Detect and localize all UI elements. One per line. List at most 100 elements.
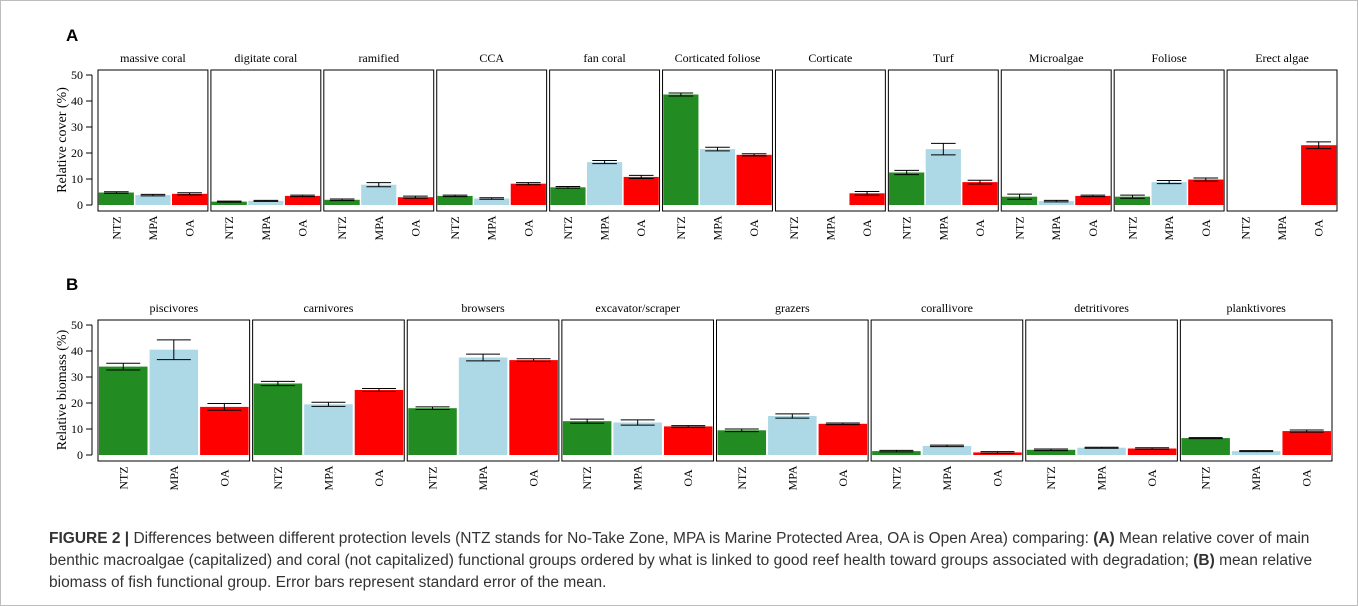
x-tick-label-ntz: NTZ bbox=[900, 216, 914, 239]
bar-oa bbox=[1282, 431, 1331, 455]
facet-grazers: grazers NTZ MPA OA bbox=[716, 301, 869, 490]
x-tick-label-mpa: MPA bbox=[711, 215, 725, 240]
x-tick-label-mpa: MPA bbox=[598, 215, 612, 240]
caption-text-1: Differences between different protection… bbox=[129, 530, 1094, 547]
bar-ntz bbox=[872, 451, 921, 455]
facet-title: piscivores bbox=[149, 301, 198, 315]
facet-frame bbox=[774, 69, 886, 212]
y-tick-label: 40 bbox=[71, 344, 83, 358]
bar-mpa bbox=[922, 445, 972, 455]
facet-frame bbox=[436, 69, 548, 212]
bar-oa bbox=[1075, 195, 1111, 205]
facet-title: digitate coral bbox=[234, 51, 298, 65]
x-tick-label-ntz: NTZ bbox=[1238, 216, 1252, 239]
facet-title: excavator/scraper bbox=[595, 301, 680, 315]
x-tick-label-oa: OA bbox=[1300, 469, 1314, 487]
x-tick-label-oa: OA bbox=[527, 469, 541, 487]
facet-digitate-coral: digitate coral NTZ MPA OA bbox=[210, 51, 322, 240]
bar-oa bbox=[962, 182, 998, 205]
facet-frame bbox=[1226, 69, 1338, 212]
bar-ntz bbox=[437, 195, 473, 205]
facet-title: Corticate bbox=[808, 51, 852, 65]
facet-massive-coral: massive coral NTZ MPA OA bbox=[97, 51, 209, 240]
y-tick-label: 50 bbox=[71, 318, 83, 332]
y-tick-label: 10 bbox=[71, 172, 83, 186]
bar-oa bbox=[397, 197, 433, 205]
facet-title: planktivores bbox=[1227, 301, 1287, 315]
x-tick-label-mpa: MPA bbox=[146, 215, 160, 240]
x-tick-label-mpa: MPA bbox=[1049, 215, 1063, 240]
x-tick-label-mpa: MPA bbox=[1162, 215, 1176, 240]
facet-title: Erect algae bbox=[1255, 51, 1309, 65]
bar-ntz bbox=[717, 430, 767, 455]
bar-ntz bbox=[253, 383, 303, 455]
x-tick-label-oa: OA bbox=[1086, 219, 1100, 237]
x-tick-label-ntz: NTZ bbox=[1013, 216, 1027, 239]
facet-title: detritivores bbox=[1074, 301, 1129, 315]
x-tick-label-ntz: NTZ bbox=[448, 216, 462, 239]
bar-oa bbox=[849, 193, 885, 205]
bar-ntz bbox=[1002, 196, 1038, 205]
bar-ntz bbox=[663, 94, 699, 205]
facet-frame bbox=[1179, 319, 1333, 462]
x-tick-label-mpa: MPA bbox=[259, 215, 273, 240]
caption-text-3: mean relative biomass of fish functional… bbox=[49, 552, 1313, 591]
x-tick-label-mpa: MPA bbox=[631, 465, 645, 490]
facet-title: massive coral bbox=[120, 51, 186, 65]
y-tick-label: 0 bbox=[77, 448, 83, 462]
x-tick-label-oa: OA bbox=[1199, 219, 1213, 237]
bar-ntz bbox=[550, 187, 586, 205]
bar-ntz bbox=[98, 192, 134, 205]
bar-mpa bbox=[248, 200, 284, 205]
facet-microalgae: Microalgae NTZ MPA OA bbox=[1000, 51, 1112, 240]
bar-oa bbox=[172, 193, 208, 205]
bar-oa bbox=[354, 390, 404, 455]
facet-frame bbox=[870, 319, 1024, 462]
bar-mpa bbox=[768, 416, 817, 455]
bar-oa bbox=[1188, 179, 1224, 205]
bar-mpa bbox=[304, 404, 353, 455]
x-tick-label-ntz: NTZ bbox=[787, 216, 801, 239]
x-tick-label-mpa: MPA bbox=[372, 215, 386, 240]
x-tick-label-ntz: NTZ bbox=[271, 466, 285, 489]
x-tick-label-ntz: NTZ bbox=[889, 466, 903, 489]
facet-piscivores: piscivores NTZ MPA OA bbox=[97, 301, 251, 490]
bar-mpa bbox=[361, 184, 397, 205]
y-axis-title: Relative cover (%) bbox=[55, 87, 70, 193]
bar-oa bbox=[1127, 448, 1177, 455]
facet-title: carnivores bbox=[303, 301, 353, 315]
x-tick-label-ntz: NTZ bbox=[335, 216, 349, 239]
caption-lead: FIGURE 2 | bbox=[49, 530, 130, 547]
bar-mpa bbox=[1231, 451, 1281, 455]
facet-frame bbox=[561, 319, 714, 462]
bar-oa bbox=[973, 452, 1022, 455]
x-tick-label-oa: OA bbox=[372, 469, 386, 487]
facet-foliose: Foliose NTZ MPA OA bbox=[1113, 51, 1225, 240]
caption-label-b: (B) bbox=[1193, 552, 1215, 569]
x-tick-label-oa: OA bbox=[1312, 219, 1326, 237]
x-tick-label-ntz: NTZ bbox=[580, 466, 594, 489]
bar-ntz bbox=[408, 408, 457, 455]
bar-oa bbox=[284, 195, 321, 205]
bar-oa bbox=[509, 360, 558, 455]
x-tick-label-oa: OA bbox=[973, 219, 987, 237]
facet-title: Turf bbox=[933, 51, 954, 65]
x-tick-label-ntz: NTZ bbox=[426, 466, 440, 489]
x-tick-label-ntz: NTZ bbox=[674, 216, 688, 239]
facet-detritivores: detritivores NTZ MPA OA bbox=[1025, 301, 1178, 490]
facet-frame bbox=[252, 319, 405, 462]
facet-title: CCA bbox=[479, 51, 504, 65]
bar-oa bbox=[200, 406, 249, 455]
bar-mpa bbox=[699, 149, 736, 205]
facet-frame bbox=[97, 319, 251, 462]
bar-oa bbox=[663, 426, 713, 455]
facet-frame bbox=[323, 69, 435, 212]
bar-ntz bbox=[211, 201, 247, 205]
x-tick-label-oa: OA bbox=[747, 219, 761, 237]
x-tick-label-oa: OA bbox=[183, 219, 197, 237]
x-tick-label-oa: OA bbox=[860, 219, 874, 237]
x-tick-label-oa: OA bbox=[634, 219, 648, 237]
x-tick-label-oa: OA bbox=[296, 219, 310, 237]
